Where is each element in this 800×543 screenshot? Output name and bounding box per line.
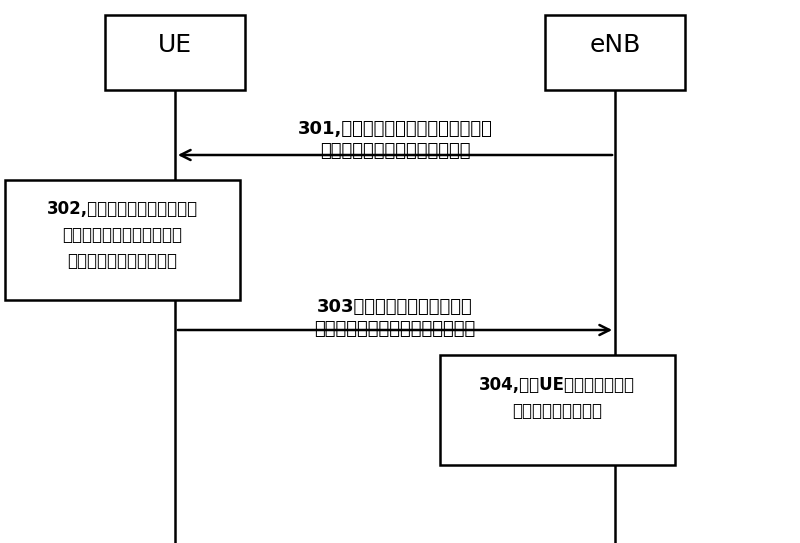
Text: 值进行小区切换判决: 值进行小区切换判决 xyxy=(512,402,602,420)
Text: 信号质量值进行滤波处理: 信号质量值进行滤波处理 xyxy=(67,252,177,270)
Text: 303，上报满足第一上报门限: 303，上报满足第一上报门限 xyxy=(317,298,473,316)
Text: eNB: eNB xyxy=(590,33,641,56)
Text: UE: UE xyxy=(158,33,192,56)
Text: 报门限和各邻区对应的滤波系数: 报门限和各邻区对应的滤波系数 xyxy=(320,142,470,160)
Text: 301,下发测量控制消息，携带第一上: 301,下发测量控制消息，携带第一上 xyxy=(298,120,493,138)
Text: 304,根据UE上报的信号质量: 304,根据UE上报的信号质量 xyxy=(479,376,635,394)
Text: 的邻区对应的滤波后的信号质量值: 的邻区对应的滤波后的信号质量值 xyxy=(314,320,476,338)
Bar xyxy=(105,15,245,90)
Bar xyxy=(5,180,240,300)
Text: 数分别对测量到的各邻区的: 数分别对测量到的各邻区的 xyxy=(62,226,182,244)
Text: 302,根据各邻区对应的滤波系: 302,根据各邻区对应的滤波系 xyxy=(46,200,198,218)
Bar xyxy=(440,355,675,465)
Bar xyxy=(545,15,685,90)
